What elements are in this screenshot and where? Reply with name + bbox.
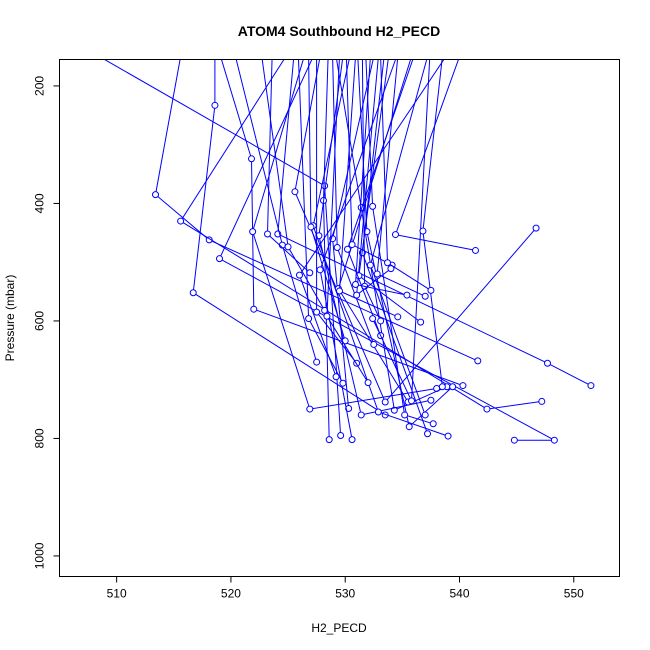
plot-frame <box>59 59 620 577</box>
data-point <box>348 436 356 444</box>
data-point <box>373 270 381 278</box>
series-line <box>252 59 437 410</box>
data-point <box>325 436 333 444</box>
data-point <box>401 411 409 419</box>
data-point <box>474 357 482 365</box>
series-line <box>357 59 453 428</box>
data-point <box>438 383 446 391</box>
data-point <box>384 259 391 267</box>
data-point <box>345 404 353 412</box>
series-line <box>294 59 537 403</box>
data-point <box>417 318 425 326</box>
series-line <box>337 59 412 403</box>
data-point <box>305 315 313 323</box>
data-point <box>323 312 331 320</box>
data-point <box>370 340 378 348</box>
data-point <box>291 188 299 196</box>
series-line <box>179 59 542 410</box>
data-point <box>189 289 197 297</box>
data-point <box>587 382 595 390</box>
data-point <box>248 155 255 163</box>
data-point <box>427 396 435 404</box>
data-point <box>306 269 314 277</box>
data-point <box>307 223 315 231</box>
data-point <box>550 436 558 444</box>
series-line <box>154 59 479 362</box>
x-tick-label: 520 <box>221 587 241 601</box>
data-point <box>339 379 347 387</box>
data-point <box>394 313 402 321</box>
data-point <box>366 261 374 269</box>
data-point <box>369 315 377 323</box>
y-tick-label: 800 <box>33 428 47 448</box>
y-axis-label: Pressure (mbar) <box>3 275 17 362</box>
data-point <box>429 420 437 428</box>
data-point <box>459 382 467 390</box>
data-point <box>424 430 431 438</box>
data-point <box>510 436 518 444</box>
y-tick-label: 200 <box>33 76 47 96</box>
data-point <box>316 266 324 274</box>
y-axis: 200 400 600 800 1000 <box>33 76 60 569</box>
data-point <box>333 244 341 251</box>
data-point <box>264 230 271 238</box>
data-point <box>421 411 429 419</box>
x-tick-label: 510 <box>107 587 127 601</box>
series-line <box>312 59 449 437</box>
x-axis-label: H2_PECD <box>311 621 367 635</box>
x-tick-label: 550 <box>564 587 584 601</box>
data-point <box>296 271 303 279</box>
y-tick-label: 1000 <box>33 542 47 569</box>
data-point <box>284 243 292 251</box>
x-tick-label: 540 <box>449 587 469 601</box>
data-point <box>352 281 359 289</box>
data-point <box>249 228 257 236</box>
data-point <box>337 432 345 439</box>
data-point <box>377 317 385 325</box>
data-point <box>387 265 395 273</box>
data-point <box>483 405 491 413</box>
plot-area <box>103 59 595 444</box>
data-point <box>374 408 382 416</box>
series-line <box>361 59 428 434</box>
series-line <box>192 59 386 416</box>
data-point <box>427 286 435 294</box>
series-line <box>103 59 342 436</box>
data-point <box>444 432 452 440</box>
data-point <box>364 379 372 387</box>
data-point <box>421 292 429 300</box>
data-point <box>369 202 377 210</box>
data-point <box>336 287 343 295</box>
data-point <box>381 398 389 406</box>
data-point <box>392 231 399 239</box>
data-point <box>532 224 540 232</box>
data-point <box>152 191 159 199</box>
data-point <box>544 359 551 367</box>
data-point <box>538 397 546 405</box>
data-point <box>306 405 314 413</box>
chart-title: ATOM4 Southbound H2_PECD <box>238 23 440 39</box>
data-point <box>449 383 457 391</box>
data-point <box>177 217 185 225</box>
data-point <box>344 245 351 253</box>
x-axis: 510 520 530 540 550 <box>107 576 584 601</box>
data-point <box>403 291 411 299</box>
y-tick-label: 400 <box>33 193 47 213</box>
data-point <box>472 246 479 254</box>
series-line <box>394 59 476 251</box>
y-tick-label: 600 <box>33 311 47 331</box>
data-point <box>313 308 321 316</box>
data-point <box>211 101 219 109</box>
data-point <box>419 227 427 235</box>
data-point <box>216 255 223 263</box>
x-tick-label: 530 <box>335 587 355 601</box>
series-line <box>277 59 592 387</box>
data-point <box>405 423 413 431</box>
data-point <box>205 236 213 244</box>
data-point <box>250 305 258 313</box>
data-point <box>357 411 365 419</box>
data-point <box>313 358 321 366</box>
data-point <box>408 397 415 405</box>
